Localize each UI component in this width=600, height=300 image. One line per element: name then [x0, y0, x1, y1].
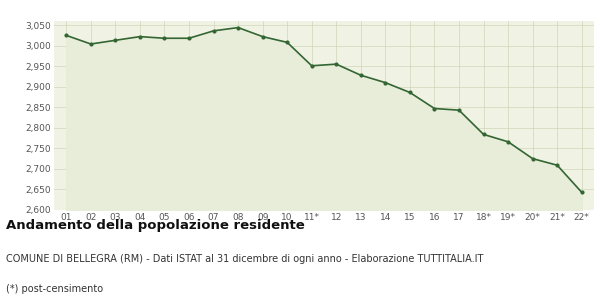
Text: Andamento della popolazione residente: Andamento della popolazione residente [6, 219, 305, 232]
Text: (*) post-censimento: (*) post-censimento [6, 284, 103, 293]
Text: COMUNE DI BELLEGRA (RM) - Dati ISTAT al 31 dicembre di ogni anno - Elaborazione : COMUNE DI BELLEGRA (RM) - Dati ISTAT al … [6, 254, 484, 263]
